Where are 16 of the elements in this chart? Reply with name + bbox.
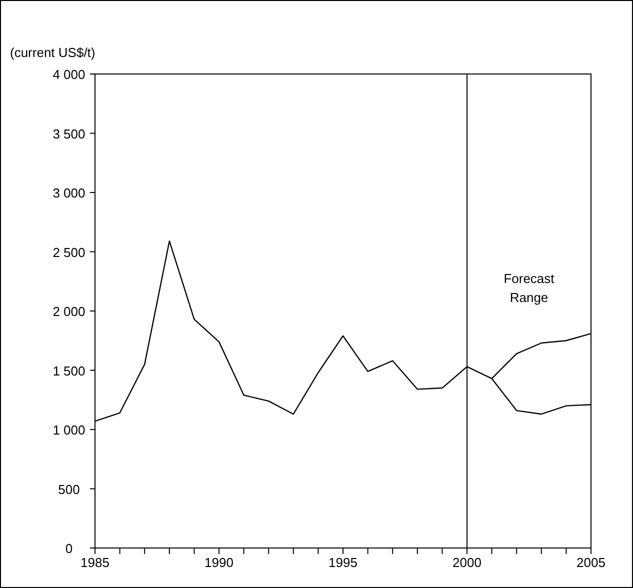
- y-axis-title: (current US$/t): [10, 45, 96, 60]
- x-tick-label: 2000: [452, 555, 482, 570]
- y-tick-label: 2 000: [52, 304, 86, 319]
- x-tick-label: 2005: [576, 555, 606, 570]
- y-tick-label: 0: [65, 541, 73, 556]
- x-tick-label: 1995: [328, 555, 358, 570]
- x-tick-label: 1990: [204, 555, 234, 570]
- y-tick-label: 4 000: [52, 67, 86, 82]
- y-tick-label: 3 500: [52, 126, 86, 142]
- y-tick-label: 2 500: [52, 244, 86, 260]
- y-tick-label: 1 000: [52, 422, 86, 438]
- annotation: Forecast Range: [504, 271, 555, 306]
- x-tick-label: 1985: [80, 555, 110, 570]
- y-tick-label: 500: [58, 482, 80, 497]
- y-tick-label: 1 500: [52, 363, 86, 378]
- y-tick-label: 3 000: [52, 186, 86, 200]
